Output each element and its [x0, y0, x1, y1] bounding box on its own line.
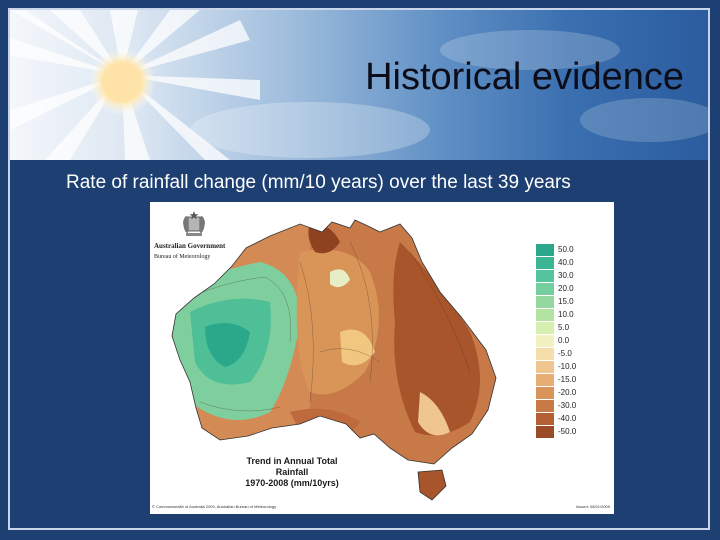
sunburst-graphic [10, 10, 710, 160]
map-caption-line1: Trend in Annual Total Rainfall [246, 456, 338, 477]
legend-swatch [536, 296, 554, 308]
legend-swatch [536, 361, 554, 373]
legend-swatch [536, 413, 554, 425]
legend-label: -10.0 [558, 362, 577, 371]
australia-map [171, 219, 497, 501]
legend-label: 15.0 [558, 297, 574, 306]
org-name: Australian Government [154, 242, 226, 250]
map-caption-line2: 1970-2008 (mm/10yrs) [245, 478, 339, 488]
legend-label: 0.0 [558, 336, 570, 345]
legend-swatch [536, 309, 554, 321]
legend-swatch [536, 426, 554, 438]
copyright-note: © Commonwealth of Australia 2009, Austra… [152, 504, 277, 509]
legend-label: -5.0 [558, 349, 572, 358]
legend-swatch [536, 322, 554, 334]
legend-label: 40.0 [558, 258, 574, 267]
legend-label: 5.0 [558, 323, 570, 332]
legend-swatch [536, 400, 554, 412]
legend-label: -20.0 [558, 388, 577, 397]
issued-date: Issued: 06/01/2009 [575, 504, 610, 509]
legend-label: -40.0 [558, 414, 577, 423]
legend-label: -50.0 [558, 427, 577, 436]
slide-frame [8, 8, 710, 530]
legend-swatch [536, 283, 554, 295]
sky-banner-image [10, 10, 710, 160]
legend-label: -15.0 [558, 375, 577, 384]
map-caption: Trend in Annual Total Rainfall 1970-2008… [232, 456, 352, 489]
legend-label: 10.0 [558, 310, 574, 319]
legend-swatch [536, 374, 554, 386]
slide-subtitle: Rate of rainfall change (mm/10 years) ov… [66, 172, 571, 193]
legend-swatch [536, 335, 554, 347]
legend-swatch [536, 257, 554, 269]
legend-swatch [536, 348, 554, 360]
legend-swatch [536, 244, 554, 256]
tasmania [417, 469, 447, 501]
rainfall-trend-map: Australian Government Bureau of Meteorol… [150, 202, 614, 514]
legend-label: -30.0 [558, 401, 577, 410]
legend-label: 50.0 [558, 245, 574, 254]
coat-of-arms-icon [183, 211, 205, 236]
legend-label: 20.0 [558, 284, 574, 293]
legend-swatch [536, 387, 554, 399]
org-unit: Bureau of Meteorology [154, 254, 211, 260]
legend-swatch [536, 270, 554, 282]
slide-title: Historical evidence [365, 56, 684, 98]
legend-label: 30.0 [558, 271, 574, 280]
